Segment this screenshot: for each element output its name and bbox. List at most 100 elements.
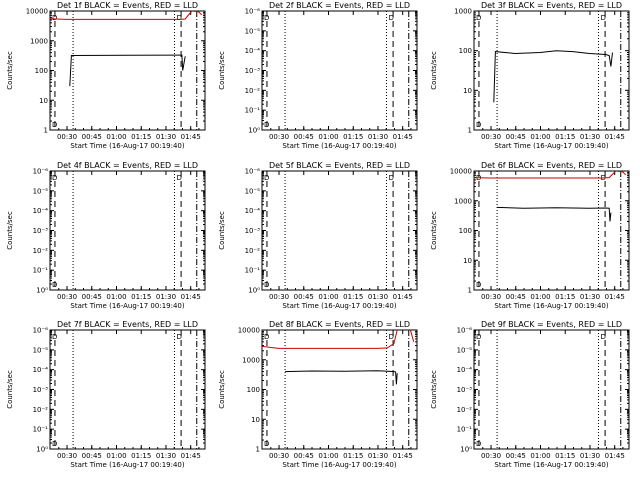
y-axis-label: Counts/sec xyxy=(430,51,438,90)
plot-frame xyxy=(261,329,418,450)
flag-label: D xyxy=(176,14,181,22)
x-tick-label: 01:15 xyxy=(343,133,363,141)
y-tick-label: 10⁰ xyxy=(248,287,260,295)
y-tick-label: 10⁻⁴ xyxy=(457,366,473,374)
panel-det-5: Det 5f BLACK = Events, RED = LLD 10⁰ 10⁻¹ 1… xyxy=(218,161,418,310)
panel-title: Det 1f BLACK = Events, RED = LLD xyxy=(57,1,198,10)
x-tick-label: 01:15 xyxy=(555,293,575,301)
y-tick-label: 1 xyxy=(256,446,260,454)
y-tick-label: 10⁰ xyxy=(36,446,48,454)
y-tick-label: 10⁰ xyxy=(248,127,260,135)
flag-label: D xyxy=(264,174,269,182)
x-tick-label: 00:30 xyxy=(269,133,289,141)
y-tick-label: 10⁻³ xyxy=(245,227,261,235)
x-tick-label: 01:15 xyxy=(131,452,151,460)
y-tick-label: 10⁻⁶ xyxy=(33,168,49,176)
y-tick-label: 100 xyxy=(459,227,472,235)
x-tick-label: 00:30 xyxy=(481,133,501,141)
x-axis-label: Start Time (16-Aug-17 00:19:40) xyxy=(70,461,184,469)
y-tick-label: 100 xyxy=(35,67,48,75)
y-axis-label: Counts/sec xyxy=(218,211,226,250)
y-tick-label: 1000 xyxy=(30,37,48,45)
flag-label: D xyxy=(388,174,393,182)
y-tick-label: 10⁻⁴ xyxy=(33,366,49,374)
flag-label: D xyxy=(264,14,269,22)
x-tick-label: 01:00 xyxy=(530,293,550,301)
x-tick-label: 00:45 xyxy=(294,452,314,460)
y-tick-label: 10⁻⁵ xyxy=(457,346,473,354)
flag-label: D xyxy=(476,121,481,129)
y-axis-label: Counts/sec xyxy=(218,370,226,409)
flag-label: D xyxy=(600,333,605,341)
flag-label: D xyxy=(388,14,393,22)
y-tick-label: 10⁻¹ xyxy=(33,267,49,275)
x-tick-label: 01:30 xyxy=(580,133,600,141)
x-tick-label: 01:45 xyxy=(393,452,413,460)
y-tick-label: 10⁻³ xyxy=(33,227,49,235)
y-tick-label: 10⁻² xyxy=(245,87,261,95)
y-tick-label: 10⁻¹ xyxy=(245,107,261,115)
x-tick-label: 00:30 xyxy=(481,452,501,460)
x-tick-label: 01:45 xyxy=(181,452,201,460)
x-tick-label: 00:45 xyxy=(506,133,526,141)
flag-label: D xyxy=(176,333,181,341)
events-series-line xyxy=(285,370,398,385)
y-tick-label: 10 xyxy=(251,416,260,424)
flag-label: D xyxy=(264,121,269,129)
x-tick-label: 00:45 xyxy=(294,133,314,141)
x-tick-label: 01:30 xyxy=(156,133,176,141)
flag-label: D xyxy=(176,174,181,182)
y-tick-label: 10⁻¹ xyxy=(245,267,261,275)
panel-det-7: Det 7f BLACK = Events, RED = LLD 10⁰ 10⁻¹ 1… xyxy=(6,320,206,469)
y-tick-label: 1000 xyxy=(454,197,472,205)
x-tick-label: 01:00 xyxy=(106,452,126,460)
x-axis-label: Start Time (16-Aug-17 00:19:40) xyxy=(70,302,184,310)
panel-title: Det 2f BLACK = Events, RED = LLD xyxy=(269,1,410,10)
x-axis-label: Start Time (16-Aug-17 00:19:40) xyxy=(494,461,608,469)
x-tick-label: 00:30 xyxy=(269,452,289,460)
y-axis-label: Counts/sec xyxy=(430,211,438,250)
plot-frame xyxy=(261,10,418,131)
plot-frame xyxy=(49,329,206,450)
y-tick-label: 10⁻⁶ xyxy=(245,8,261,16)
x-tick-label: 01:30 xyxy=(580,452,600,460)
y-tick-label: 1 xyxy=(468,127,472,135)
y-axis-label: Counts/sec xyxy=(430,370,438,409)
x-tick-label: 01:45 xyxy=(605,293,625,301)
x-tick-label: 00:45 xyxy=(294,293,314,301)
y-tick-label: 100 xyxy=(247,386,260,394)
y-axis-label: Counts/sec xyxy=(6,51,14,90)
x-axis-label: Start Time (16-Aug-17 00:19:40) xyxy=(282,461,396,469)
y-tick-label: 10⁻² xyxy=(33,247,49,255)
x-tick-label: 01:45 xyxy=(393,133,413,141)
x-tick-label: 01:00 xyxy=(318,133,338,141)
x-axis-label: Start Time (16-Aug-17 00:19:40) xyxy=(282,142,396,150)
flag-label: D xyxy=(476,440,481,448)
x-tick-label: 01:30 xyxy=(368,293,388,301)
x-tick-label: 01:15 xyxy=(343,452,363,460)
panel-det-2: Det 2f BLACK = Events, RED = LLD 10⁰ 10⁻¹ 1… xyxy=(218,1,418,150)
flag-label: D xyxy=(52,174,57,182)
flag-label: D xyxy=(52,333,57,341)
x-tick-label: 00:45 xyxy=(82,293,102,301)
y-axis-label: Counts/sec xyxy=(6,370,14,409)
panel-title: Det 8f BLACK = Events, RED = LLD xyxy=(269,320,410,329)
x-tick-label: 01:00 xyxy=(318,293,338,301)
x-axis-label: Start Time (16-Aug-17 00:19:40) xyxy=(494,142,608,150)
x-tick-label: 00:30 xyxy=(269,293,289,301)
x-tick-label: 00:45 xyxy=(506,293,526,301)
y-tick-label: 10⁻² xyxy=(245,247,261,255)
x-tick-label: 01:30 xyxy=(368,452,388,460)
x-tick-label: 01:45 xyxy=(181,293,201,301)
y-tick-label: 10⁻³ xyxy=(457,386,473,394)
x-tick-label: 01:00 xyxy=(106,133,126,141)
flag-label: D xyxy=(264,281,269,289)
panel-det-1: Det 1f BLACK = Events, RED = LLD 1 10 100 10… xyxy=(6,1,206,150)
x-tick-label: 00:30 xyxy=(57,452,77,460)
flag-label: D xyxy=(476,14,481,22)
panel-title: Det 4f BLACK = Events, RED = LLD xyxy=(57,161,198,170)
y-tick-label: 100 xyxy=(459,47,472,55)
events-series-line xyxy=(69,54,186,87)
plot-frame xyxy=(49,10,206,131)
